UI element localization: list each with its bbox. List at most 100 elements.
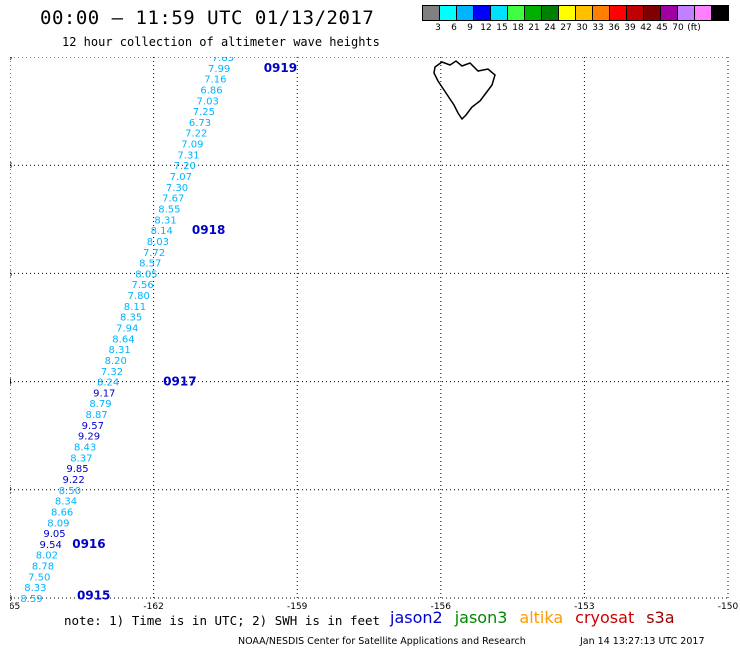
wave-height-value: 7.20 bbox=[174, 161, 196, 172]
wave-height-value: 8.59 bbox=[20, 594, 42, 605]
generated-timestamp: Jan 14 13:27:13 UTC 2017 bbox=[580, 636, 705, 647]
lat-label: 18 bbox=[10, 161, 12, 170]
wave-height-value: 9.17 bbox=[93, 388, 115, 399]
lon-label: -150 bbox=[718, 602, 739, 612]
color-swatch bbox=[524, 5, 541, 21]
wave-height-value: 8.05 bbox=[135, 269, 157, 280]
color-swatch bbox=[473, 5, 490, 21]
wave-height-value: 8.37 bbox=[70, 453, 92, 464]
color-scale-bar bbox=[422, 5, 729, 21]
wave-height-value: 7.50 bbox=[28, 572, 50, 583]
wave-height-value: 8.02 bbox=[36, 551, 58, 562]
wave-height-value: 8.66 bbox=[51, 507, 73, 518]
wave-height-value: 8.24 bbox=[97, 378, 119, 389]
satellite-legend: jason2 jason3 altika cryosat s3a bbox=[390, 608, 675, 627]
wave-height-value: 8.20 bbox=[105, 356, 127, 367]
color-swatch bbox=[626, 5, 643, 21]
wave-height-value: 7.09 bbox=[181, 140, 203, 151]
map-subtitle: 12 hour collection of altimeter wave hei… bbox=[62, 35, 380, 49]
hawaii-island-outline bbox=[433, 60, 496, 121]
lon-label: -162 bbox=[143, 602, 163, 612]
wave-height-value: 7.67 bbox=[162, 194, 184, 205]
legend-s3a: s3a bbox=[646, 608, 675, 627]
wave-height-value: 9.05 bbox=[43, 529, 65, 540]
wave-height-value: 7.80 bbox=[128, 291, 150, 302]
color-scale-label: 39 bbox=[624, 23, 636, 33]
wave-height-value: 8.57 bbox=[139, 259, 161, 270]
color-swatch bbox=[541, 5, 558, 21]
color-scale-label: 36 bbox=[608, 23, 620, 33]
color-scale-label: 33 bbox=[592, 23, 604, 33]
wave-height-value: 6.86 bbox=[200, 85, 222, 96]
color-scale-label: 27 bbox=[560, 23, 572, 33]
wave-height-value: 7.16 bbox=[204, 75, 226, 86]
wave-height-value: 7.07 bbox=[170, 172, 192, 183]
lat-label: 12 bbox=[10, 486, 12, 495]
wave-height-value: 8.03 bbox=[147, 237, 169, 248]
color-scale-label: 12 bbox=[480, 23, 492, 33]
color-scale-label: 70 bbox=[672, 23, 684, 33]
color-swatch bbox=[507, 5, 524, 21]
wave-height-value: 9.54 bbox=[40, 540, 62, 551]
lat-label: 20 bbox=[10, 57, 12, 62]
color-swatch bbox=[609, 5, 626, 21]
color-swatch bbox=[575, 5, 592, 21]
wave-height-value: 8.78 bbox=[32, 562, 54, 573]
color-scale-label: 45 bbox=[656, 23, 668, 33]
color-swatch bbox=[592, 5, 609, 21]
legend-jason2: jason2 bbox=[390, 608, 443, 627]
lon-label: -153 bbox=[574, 602, 594, 612]
wave-height-value: 9.57 bbox=[82, 421, 104, 432]
wave-height-value: 7.31 bbox=[177, 150, 199, 161]
wave-height-value: 7.99 bbox=[208, 64, 230, 75]
color-swatch bbox=[456, 5, 473, 21]
wave-height-value: 8.11 bbox=[124, 302, 146, 313]
color-swatch bbox=[711, 5, 729, 21]
wave-height-value: 8.64 bbox=[112, 334, 134, 345]
color-swatch bbox=[439, 5, 456, 21]
lat-label: 14 bbox=[10, 378, 12, 387]
wave-height-value: 7.32 bbox=[101, 367, 123, 378]
wave-height-value: 7.22 bbox=[185, 129, 207, 140]
wave-height-value: 6.73 bbox=[189, 118, 211, 129]
wave-height-value: 8.79 bbox=[89, 399, 111, 410]
pass-time-label: 0917 bbox=[163, 375, 196, 389]
color-scale-label: 6 bbox=[451, 23, 457, 33]
color-scale-label: (ft) bbox=[687, 23, 701, 33]
wave-height-value: 9.29 bbox=[78, 432, 100, 443]
credit-line: NOAA/NESDIS Center for Satellite Applica… bbox=[238, 636, 526, 647]
wave-height-value: 8.35 bbox=[120, 313, 142, 324]
wave-height-value: 8.43 bbox=[74, 443, 96, 454]
pass-time-label: 0916 bbox=[72, 537, 105, 551]
color-scale-label: 3 bbox=[435, 23, 441, 33]
lon-label: -159 bbox=[287, 602, 308, 612]
color-scale-label: 15 bbox=[496, 23, 508, 33]
wave-height-value: 7.30 bbox=[166, 183, 188, 194]
color-swatch bbox=[643, 5, 660, 21]
color-swatch bbox=[660, 5, 677, 21]
color-scale-label: 42 bbox=[640, 23, 652, 33]
color-swatch bbox=[694, 5, 711, 21]
wave-height-value: 8.31 bbox=[154, 215, 176, 226]
wave-height-value: 8.31 bbox=[108, 345, 130, 356]
color-scale-label: 30 bbox=[576, 23, 588, 33]
wave-height-map: 20 18 16 14 12 10-165 -162 -159 -156 -153 -150 7.8… bbox=[10, 57, 738, 612]
legend-cryosat: cryosat bbox=[575, 608, 635, 627]
pass-labels: 0919 0918 0917 0916 0915 bbox=[72, 61, 297, 602]
pass-time-label: 0919 bbox=[264, 61, 297, 75]
wave-height-value: 7.25 bbox=[193, 107, 215, 118]
lat-label: 10 bbox=[10, 594, 12, 603]
wave-height-value: 7.56 bbox=[131, 280, 153, 291]
legend-altika: altika bbox=[519, 608, 564, 627]
wave-height-value: 9.22 bbox=[63, 475, 85, 486]
lon-label: -156 bbox=[431, 602, 452, 612]
wave-height-value: 7.94 bbox=[116, 324, 138, 335]
map-title: 00:00 – 11:59 UTC 01/13/2017 bbox=[40, 7, 375, 29]
legend-jason3: jason3 bbox=[454, 608, 508, 627]
color-scale-label: 24 bbox=[544, 23, 556, 33]
wave-height-value: 9.85 bbox=[66, 464, 88, 475]
pass-time-label: 0915 bbox=[77, 588, 110, 602]
wave-height-value: 8.09 bbox=[47, 518, 69, 529]
wave-height-value: 8.14 bbox=[151, 226, 173, 237]
axis-labels: 20 18 16 14 12 10-165 -162 -159 -156 -153 -150 bbox=[10, 57, 738, 612]
